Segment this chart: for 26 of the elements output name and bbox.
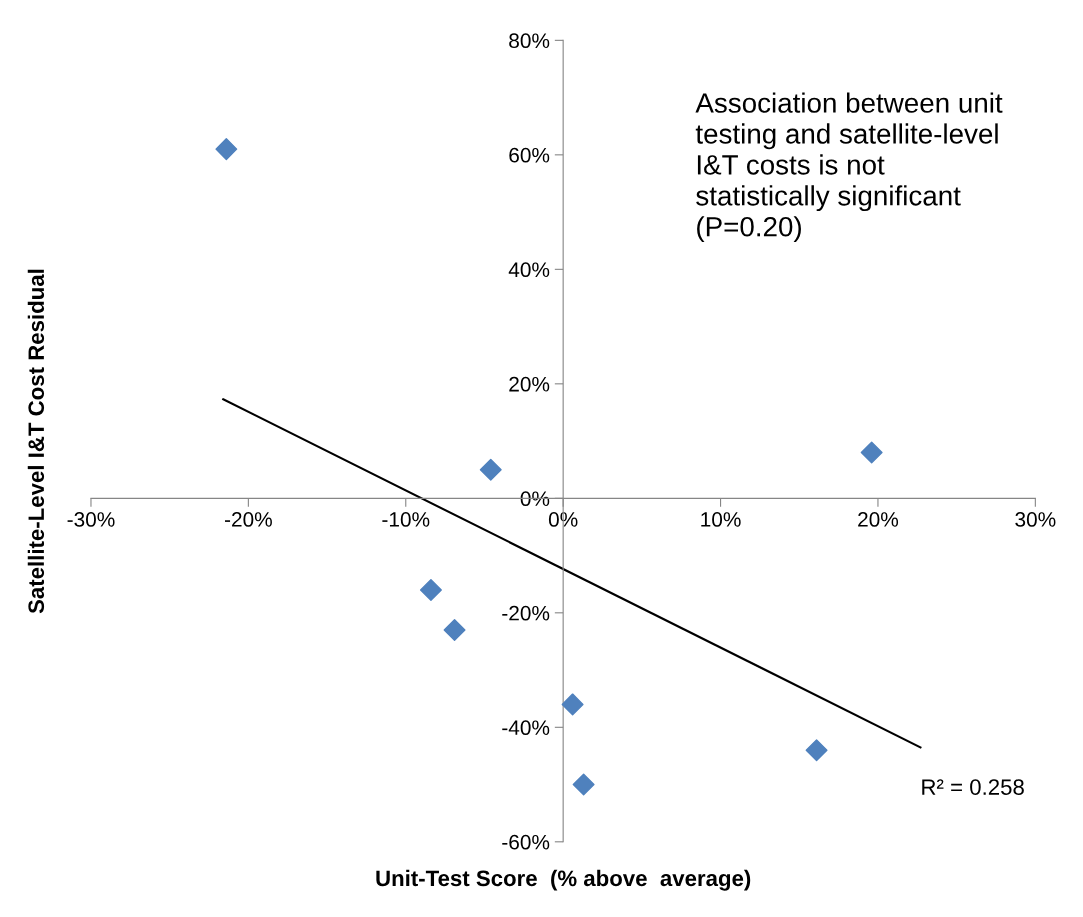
point (572, 773, 595, 796)
y-tick-label: 40% (508, 262, 550, 278)
x-tick-label: -10% (382, 512, 430, 527)
y-tick-label: -40% (502, 720, 550, 736)
x-tick-label: -30% (67, 512, 115, 527)
y-tick-label: 60% (509, 147, 550, 163)
point (215, 138, 238, 161)
annotation: R² = 0.258 (922, 779, 1024, 795)
y-tick-label: 80% (509, 33, 550, 49)
y-tick-label: 20% (509, 376, 550, 392)
x-tick-label: -20% (224, 512, 272, 527)
y-tick-label: -20% (502, 605, 550, 621)
point (805, 739, 828, 762)
x-tick-label: 0% (548, 512, 578, 527)
x-tick-label: 10% (701, 512, 741, 527)
x-tick-label: 20% (858, 512, 899, 527)
point (419, 578, 442, 601)
x-tick-label: 30% (1015, 512, 1056, 527)
annotation: Association between unit testing and satellite-level I&T costs is not statistically significant (P=0.20) (695, 92, 1003, 243)
point (561, 693, 584, 716)
x-axis-title: Unit-Test Score (% above average) (376, 869, 751, 891)
point (860, 441, 883, 464)
point (443, 618, 466, 641)
y-tick-label: -60% (502, 834, 550, 850)
y-axis-title: Satellite-Level I&T Cost Residual (27, 269, 45, 614)
point (479, 458, 502, 481)
